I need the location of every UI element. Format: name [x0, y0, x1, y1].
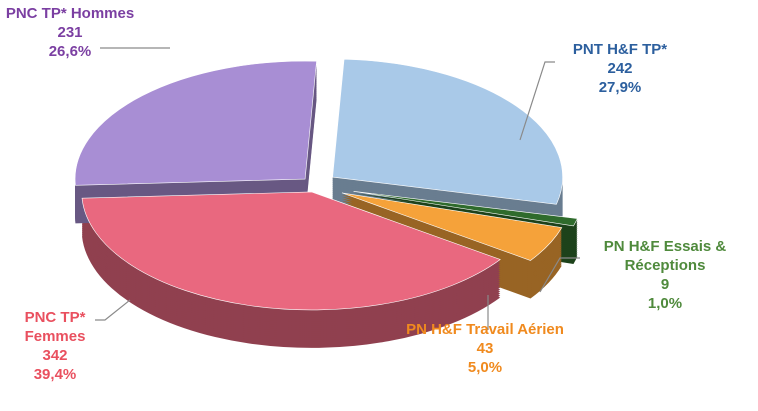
value-label: 342: [42, 347, 68, 364]
slice: [353, 191, 578, 227]
slice-label: PN H&F Travail Aérien 43 5,0%: [400, 320, 570, 377]
value-label: 9: [660, 276, 670, 293]
value-label: 242: [607, 60, 633, 77]
slice: [341, 192, 563, 261]
leader-line: [519, 61, 555, 141]
value-label: 231: [57, 24, 83, 41]
category-label: PNT H&F TP*: [572, 41, 668, 58]
slice-label: PNT H&F TP* 242 27,9%: [555, 40, 685, 97]
percentage-label: 26,6%: [48, 43, 92, 60]
slice-label: PNC TP* Femmes 342 39,4%: [0, 308, 110, 384]
slice: [81, 191, 501, 311]
category-label: PNC TP* Hommes: [5, 5, 135, 22]
value-label: 43: [476, 340, 494, 357]
percentage-label: 1,0%: [647, 295, 683, 312]
percentage-label: 27,9%: [598, 79, 642, 96]
slice: [332, 58, 563, 205]
percentage-label: 39,4%: [33, 366, 77, 383]
slice-label: PNC TP* Hommes 231 26,6%: [0, 4, 140, 61]
percentage-label: 5,0%: [467, 359, 503, 376]
slice-side: [353, 193, 578, 228]
category-label: PN H&F Essais & Réceptions: [603, 238, 727, 274]
category-label: PN H&F Travail Aérien: [406, 321, 564, 338]
slice: [74, 60, 317, 186]
slice-label: PN H&F Essais & Réceptions 9 1,0%: [575, 237, 755, 313]
category-label: PNC TP* Femmes: [24, 309, 86, 345]
leader-line: [539, 257, 580, 293]
leader-line: [95, 299, 131, 321]
